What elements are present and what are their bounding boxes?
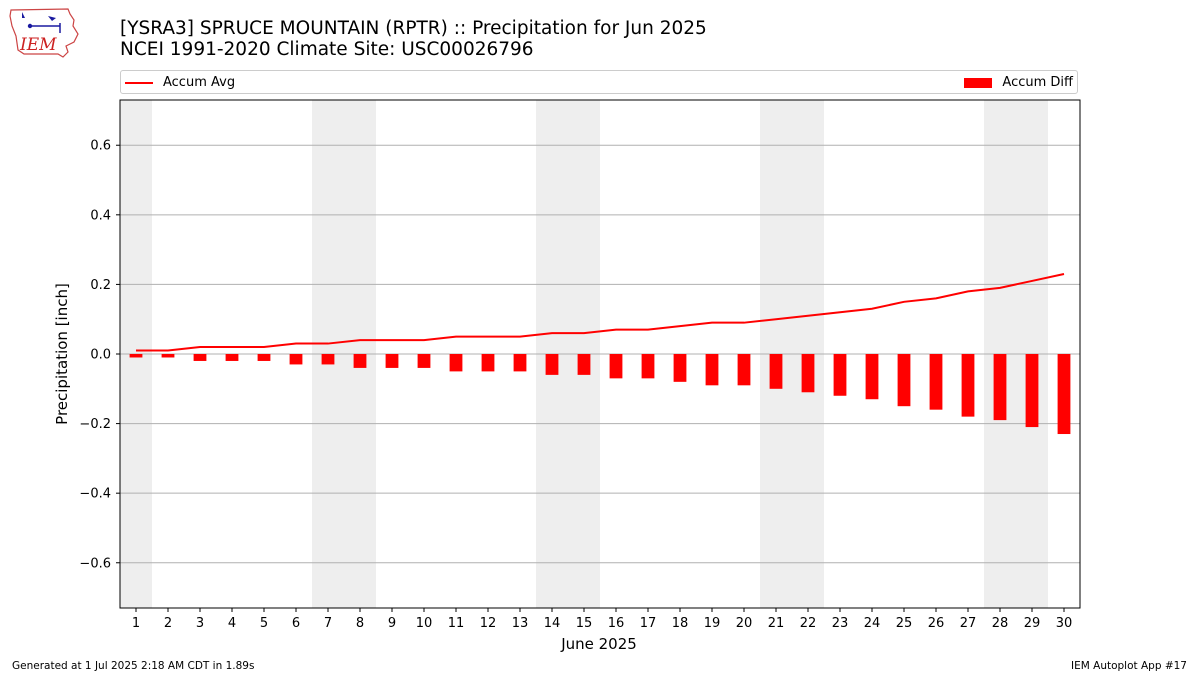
y-tick-label-2: −0.2 bbox=[79, 417, 111, 432]
y-tick-label-0: −0.6 bbox=[79, 556, 111, 571]
accum-diff-bar-day-27 bbox=[961, 354, 975, 417]
x-tick-label-22: 22 bbox=[800, 616, 817, 631]
accum-diff-bar-day-21 bbox=[769, 354, 783, 389]
footer-generated: Generated at 1 Jul 2025 2:18 AM CDT in 1… bbox=[12, 660, 255, 672]
y-tick-label-4: 0.2 bbox=[90, 278, 111, 293]
chart-title: [YSRA3] SPRUCE MOUNTAIN (RPTR) :: Precip… bbox=[120, 18, 707, 60]
y-tick-label-3: 0.0 bbox=[90, 348, 111, 363]
x-tick-label-18: 18 bbox=[672, 616, 689, 631]
x-tick-label-30: 30 bbox=[1056, 616, 1073, 631]
legend-label-accum-avg: Accum Avg bbox=[163, 75, 236, 90]
x-tick-label-24: 24 bbox=[864, 616, 881, 631]
x-tick-label-16: 16 bbox=[608, 616, 625, 631]
accum-diff-bar-day-16 bbox=[609, 354, 623, 379]
accum-diff-bar-day-30 bbox=[1057, 354, 1071, 435]
accum-diff-bar-day-9 bbox=[385, 354, 399, 368]
legend-line-swatch bbox=[125, 81, 153, 84]
accum-diff-bar-day-25 bbox=[897, 354, 911, 407]
accum-diff-bar-day-3 bbox=[193, 354, 207, 361]
x-tick-label-20: 20 bbox=[736, 616, 753, 631]
accum-diff-bar-day-17 bbox=[641, 354, 655, 379]
iem-logo: IEM bbox=[9, 8, 79, 58]
accum-diff-bar-day-18 bbox=[673, 354, 687, 382]
x-tick-label-25: 25 bbox=[896, 616, 913, 631]
accum-diff-bar-day-2 bbox=[161, 354, 175, 358]
footer-app-id: IEM Autoplot App #17 bbox=[1071, 660, 1187, 672]
legend-item-accum-diff: Accum Diff bbox=[964, 74, 1073, 92]
accum-diff-bar-day-12 bbox=[481, 354, 495, 372]
x-tick-label-11: 11 bbox=[448, 616, 465, 631]
accum-diff-bar-day-19 bbox=[705, 354, 719, 386]
x-tick-label-28: 28 bbox=[992, 616, 1009, 631]
x-tick-label-4: 4 bbox=[228, 616, 236, 631]
accum-diff-bar-day-29 bbox=[1025, 354, 1039, 428]
accum-avg-polyline bbox=[136, 272, 1065, 352]
x-tick-label-23: 23 bbox=[832, 616, 849, 631]
y-axis-label: Precipitation [inch] bbox=[53, 283, 71, 425]
x-tick-label-29: 29 bbox=[1024, 616, 1041, 631]
x-tick-label-8: 8 bbox=[356, 616, 364, 631]
logo-text: IEM bbox=[19, 35, 57, 55]
accum-diff-bar-day-7 bbox=[321, 354, 335, 365]
chart-title-line1: [YSRA3] SPRUCE MOUNTAIN (RPTR) :: Precip… bbox=[120, 18, 707, 39]
y-axis-ticks: −0.6 −0.4 −0.2 0.0 0.2 0.4 0.6 bbox=[79, 139, 120, 571]
accum-diff-bar-day-10 bbox=[417, 354, 431, 368]
accum-diff-bar-day-28 bbox=[993, 354, 1007, 421]
y-tick-label-6: 0.6 bbox=[90, 139, 111, 154]
x-tick-label-13: 13 bbox=[512, 616, 529, 631]
x-tick-label-26: 26 bbox=[928, 616, 945, 631]
accum-diff-bar-day-26 bbox=[929, 354, 943, 410]
accum-diff-bar-day-20 bbox=[737, 354, 751, 386]
x-tick-label-9: 9 bbox=[388, 616, 396, 631]
accum-diff-bar-day-6 bbox=[289, 354, 303, 365]
chart-title-line2: NCEI 1991-2020 Climate Site: USC00026796 bbox=[120, 39, 534, 60]
x-tick-label-21: 21 bbox=[768, 616, 785, 631]
accum-diff-bar-day-5 bbox=[257, 354, 271, 361]
accum-avg-line bbox=[136, 272, 1065, 352]
x-tick-label-1: 1 bbox=[132, 616, 140, 631]
grid-lines bbox=[120, 144, 1080, 564]
accum-diff-bar-day-8 bbox=[353, 354, 367, 368]
x-tick-label-5: 5 bbox=[260, 616, 268, 631]
x-tick-label-17: 17 bbox=[640, 616, 657, 631]
legend-bar-swatch bbox=[964, 77, 993, 88]
accum-diff-bar-day-22 bbox=[801, 354, 815, 393]
accum-diff-bar-day-14 bbox=[545, 354, 559, 375]
accum-diff-bar-day-15 bbox=[577, 354, 591, 375]
accum-diff-bar-day-1 bbox=[129, 354, 143, 358]
x-tick-label-15: 15 bbox=[576, 616, 593, 631]
legend-label-accum-diff: Accum Diff bbox=[1002, 75, 1073, 90]
state-outline-icon bbox=[9, 8, 79, 58]
accum-diff-bars bbox=[129, 354, 1071, 435]
legend-item-accum-avg: Accum Avg bbox=[125, 74, 235, 92]
accum-diff-bar-day-11 bbox=[449, 354, 463, 372]
x-tick-label-19: 19 bbox=[704, 616, 721, 631]
x-tick-label-2: 2 bbox=[164, 616, 172, 631]
x-tick-label-12: 12 bbox=[480, 616, 497, 631]
y-tick-label-5: 0.4 bbox=[90, 208, 111, 223]
y-tick-label-1: −0.4 bbox=[79, 487, 111, 502]
accum-diff-bar-day-23 bbox=[833, 354, 847, 396]
x-axis-ticks: 1 2 3 4 5 6 7 8 9 10 11 12 13 14 15 16 17 18 19 20 21 22 23 24 2… bbox=[132, 608, 1072, 631]
chart-legend: Accum Avg Accum Diff bbox=[120, 70, 1078, 94]
x-tick-label-27: 27 bbox=[960, 616, 977, 631]
x-tick-label-3: 3 bbox=[196, 616, 204, 631]
weekend-shading bbox=[120, 100, 1048, 608]
accum-diff-bar-day-24 bbox=[865, 354, 879, 400]
accum-diff-bar-day-13 bbox=[513, 354, 527, 372]
x-axis-label: June 2025 bbox=[560, 635, 637, 653]
x-tick-label-7: 7 bbox=[324, 616, 332, 631]
x-tick-label-10: 10 bbox=[416, 616, 433, 631]
x-tick-label-14: 14 bbox=[544, 616, 561, 631]
x-tick-label-6: 6 bbox=[292, 616, 300, 631]
accum-diff-bar-day-4 bbox=[225, 354, 239, 361]
